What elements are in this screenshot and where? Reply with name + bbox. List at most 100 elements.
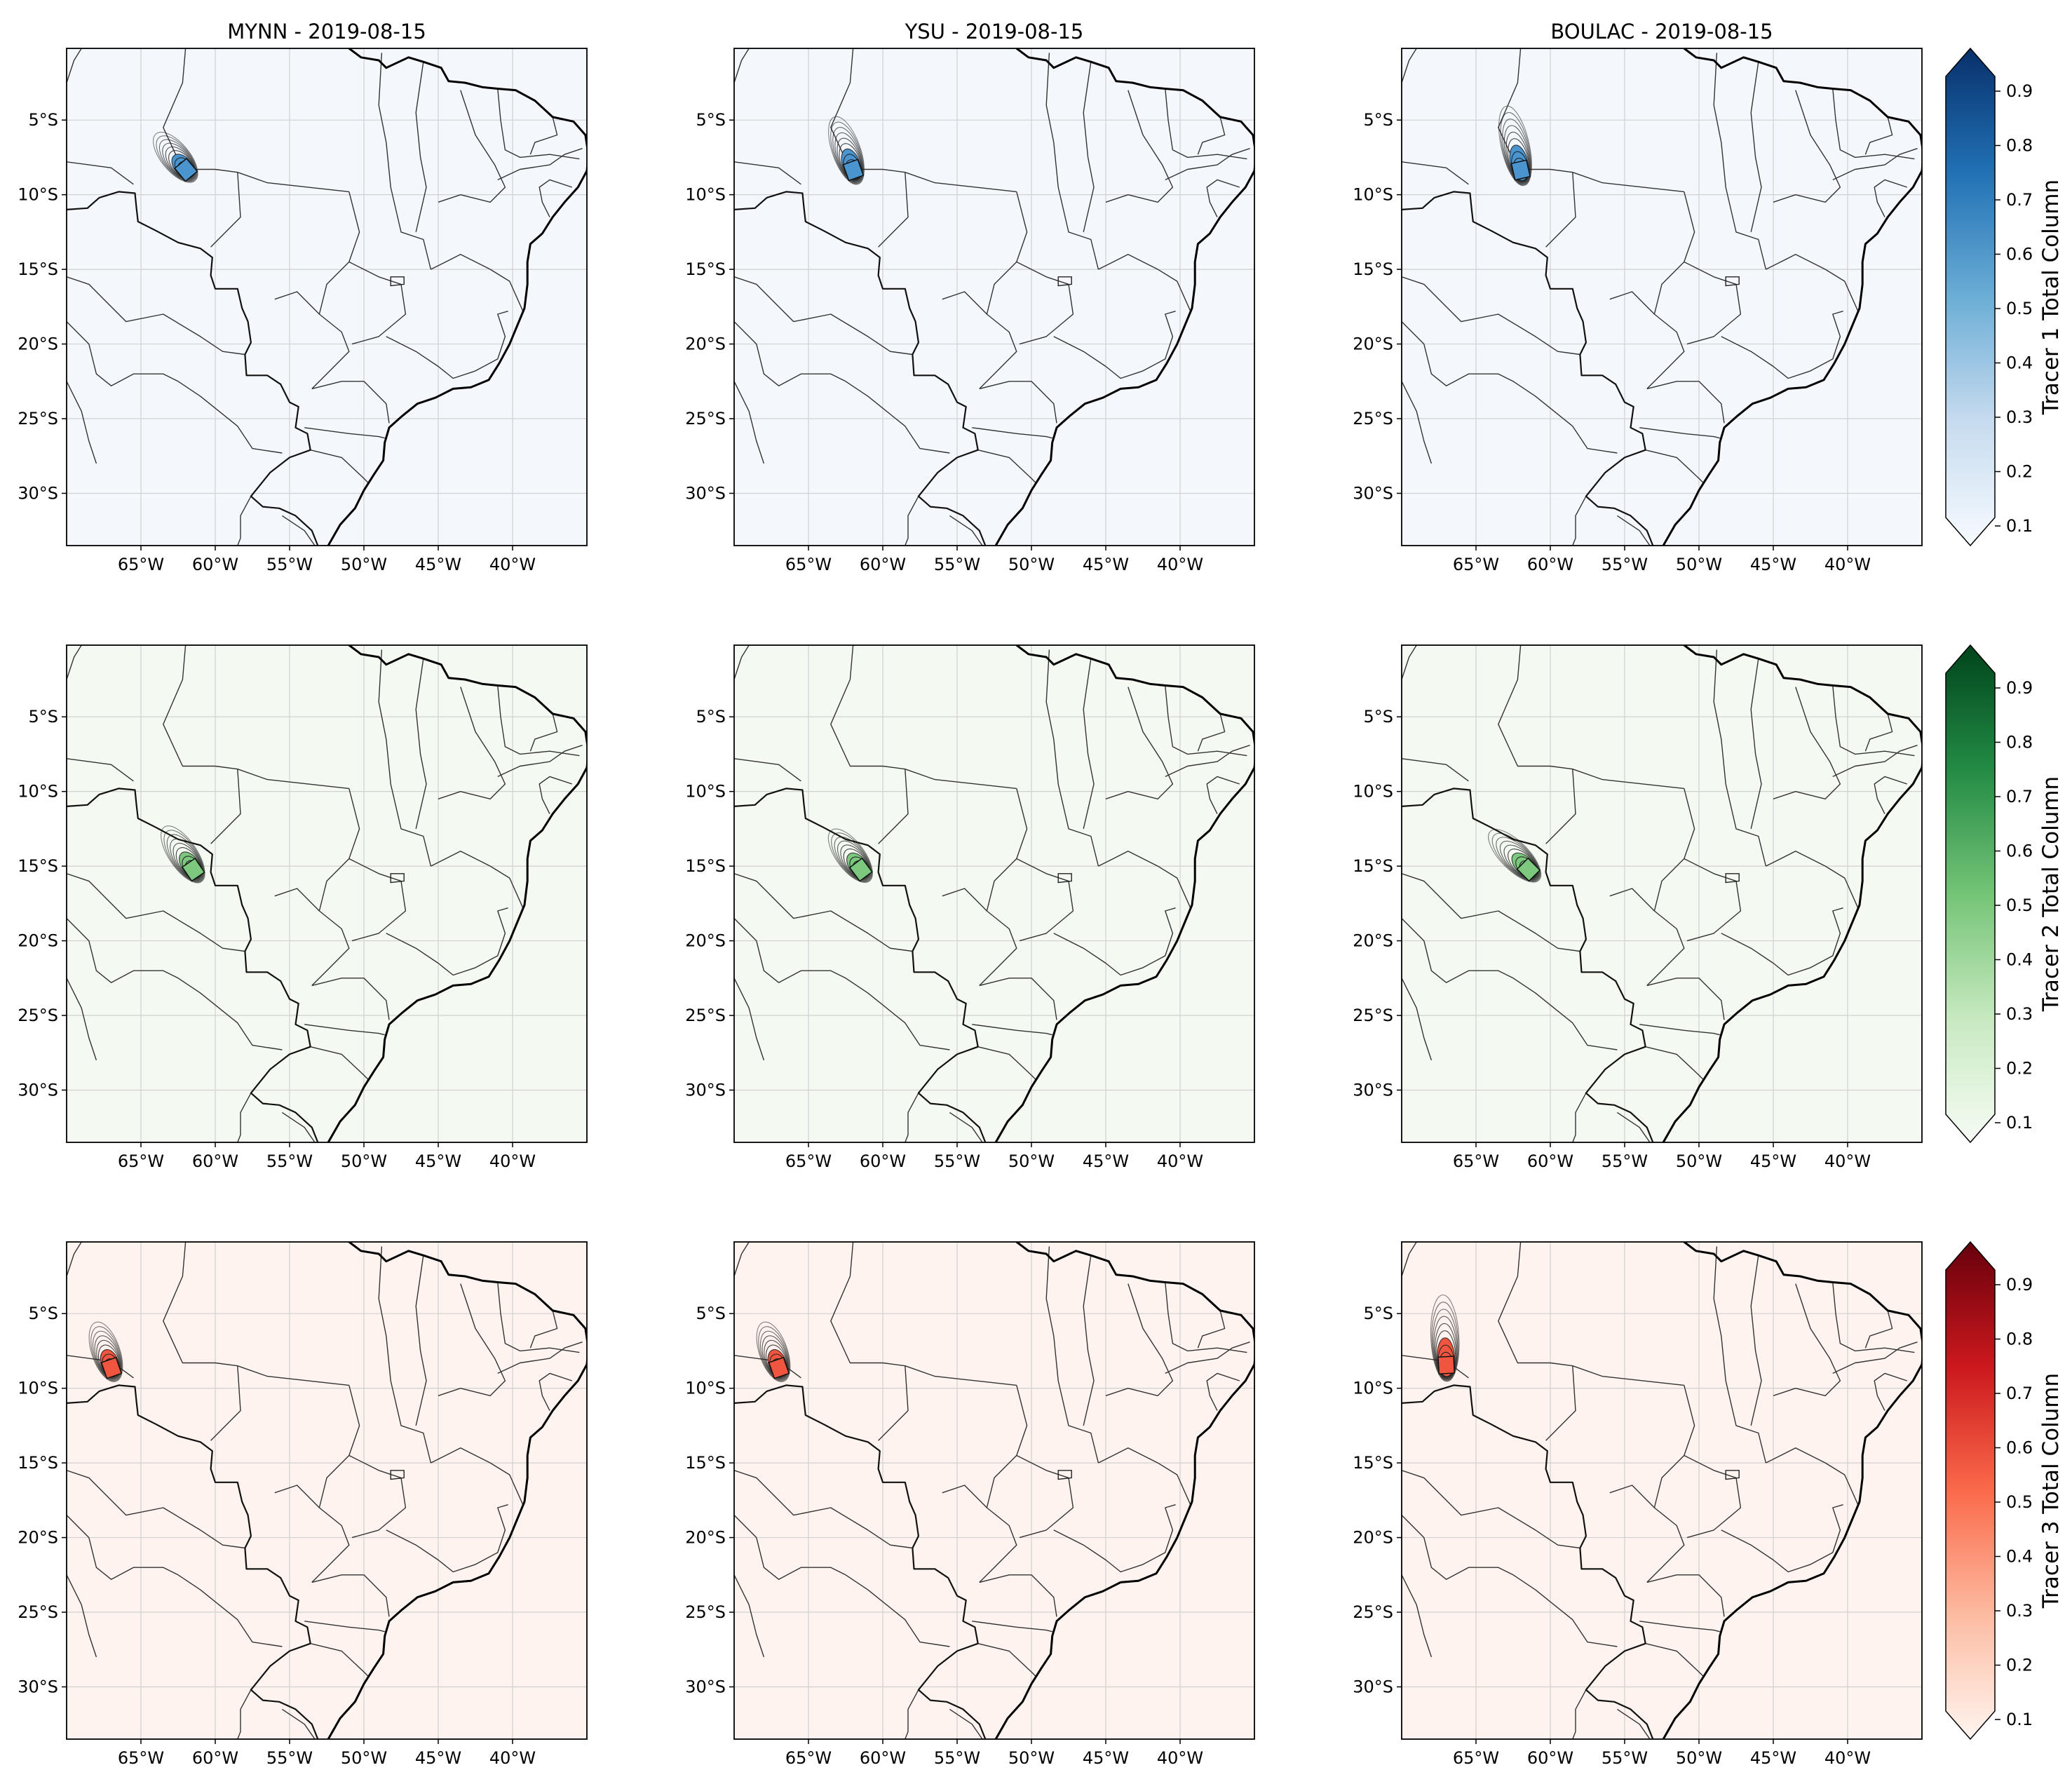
state-border: [539, 776, 573, 814]
colorbar-tick-label: 0.7: [2006, 190, 2033, 210]
country-border: [1402, 788, 1654, 1142]
plume-contour: [761, 1335, 790, 1380]
coastline: [994, 48, 1254, 546]
x-tick-label: 60°W: [192, 555, 238, 574]
x-tick-label: 55°W: [1602, 1748, 1648, 1768]
state-border: [1402, 1470, 1580, 1549]
plume-contour: [839, 143, 862, 182]
colorbar-tick-label: 0.4: [2006, 353, 2033, 373]
state-border: [977, 1643, 1036, 1677]
state-border: [1864, 713, 1893, 752]
x-tick-label: 65°W: [118, 1748, 164, 1768]
colorbar: 0.1 0.2 0.3 0.4 0.5 0.6 0.7 0.8 0.9 Tracer 3 Tota…: [1945, 1241, 2064, 1741]
map-panel: YSU - 2019-08-15 65°W 60°W 55°W 50°W 45°W 40°W…: [685, 20, 1255, 574]
colorbar-tick-label: 0.7: [2006, 1384, 2033, 1403]
plume-contour: [843, 849, 870, 880]
state-border: [1402, 1242, 1417, 1277]
state-border: [378, 53, 432, 270]
x-tick-label: 40°W: [489, 555, 536, 574]
map-background: [67, 48, 587, 546]
country-border: [1402, 191, 1654, 546]
colorbar: 0.1 0.2 0.3 0.4 0.5 0.6 0.7 0.8 0.9 Tracer 2 Tota…: [1945, 644, 2064, 1144]
x-tick-label: 45°W: [1750, 555, 1796, 574]
state-border: [539, 179, 573, 217]
state-border: [1165, 1282, 1247, 1353]
plume-contour: [764, 1339, 789, 1379]
map-frame: [733, 48, 1255, 546]
plume-contour: [1488, 829, 1542, 883]
state-border: [1402, 276, 1580, 356]
state-border: [415, 658, 427, 830]
x-tick-label: 60°W: [860, 555, 906, 574]
state-border: [977, 450, 1036, 484]
colorbar-tick-label: 0.3: [2006, 407, 2033, 427]
plume-core: [1437, 1356, 1456, 1374]
state-border: [274, 888, 320, 912]
y-tick-label: 5°S: [696, 1304, 726, 1323]
state-border: [942, 1485, 987, 1508]
plume-contour: [832, 127, 864, 184]
colorbar-gradient: [1945, 47, 1996, 547]
state-border: [1773, 687, 1841, 799]
x-tick-label: 65°W: [118, 555, 164, 574]
plume-core: [842, 158, 865, 182]
state-border: [1609, 888, 1655, 912]
state-border: [1165, 88, 1247, 160]
state-border: [311, 1574, 390, 1617]
coastline: [994, 1242, 1254, 1739]
y-tick-label: 10°S: [18, 1379, 58, 1398]
map-panel: 65°W 60°W 55°W 50°W 45°W 40°W 5°S 10°S 15°S 20°S 2…: [1353, 1241, 1923, 1768]
colorbar-tick-label: 0.1: [2006, 1710, 2033, 1729]
colorbar-tick-label: 0.7: [2006, 787, 2033, 806]
federal-district-border: [1725, 1470, 1740, 1480]
x-tick-label: 50°W: [1008, 1748, 1055, 1768]
state-border: [310, 450, 369, 484]
state-border: [1083, 1255, 1095, 1426]
plume-contour: [161, 825, 205, 884]
state-border: [311, 978, 390, 1020]
state-border: [1832, 1282, 1915, 1353]
colorbar-tick-label: 0.5: [2006, 299, 2033, 318]
state-border: [1713, 53, 1767, 270]
colorbar-gradient: [1945, 644, 1996, 1144]
y-tick-label: 10°S: [18, 782, 58, 802]
state-border: [304, 1621, 385, 1633]
y-tick-label: 25°S: [1353, 409, 1393, 428]
state-border: [734, 645, 750, 680]
state-border: [1545, 769, 1576, 844]
state-border: [348, 261, 407, 345]
y-tick-label: 25°S: [18, 409, 58, 428]
state-border: [734, 161, 801, 185]
plume-contour: [166, 834, 205, 882]
state-border: [431, 1447, 524, 1505]
y-tick-label: 25°S: [18, 1006, 58, 1025]
state-border: [1750, 62, 1762, 233]
plume-contour: [1500, 112, 1532, 186]
state-border: [386, 907, 508, 976]
y-tick-label: 25°S: [685, 409, 726, 428]
x-tick-label: 60°W: [1527, 1151, 1573, 1171]
state-border: [67, 321, 283, 454]
state-border: [529, 713, 558, 752]
y-tick-label: 30°S: [1353, 1677, 1393, 1696]
state-border: [210, 769, 241, 844]
colorbar-tick-label: 0.4: [2006, 1547, 2033, 1567]
state-border: [1402, 321, 1618, 454]
y-tick-label: 15°S: [685, 259, 726, 279]
y-tick-label: 30°S: [685, 1080, 726, 1100]
y-tick-label: 15°S: [18, 1453, 58, 1473]
state-border: [1053, 907, 1176, 976]
federal-district-border: [1057, 276, 1072, 287]
plume-contour: [837, 840, 872, 881]
x-tick-label: 45°W: [1083, 1151, 1129, 1171]
state-border: [972, 1621, 1052, 1633]
colorbar-tick-label: 0.2: [2006, 1059, 2033, 1079]
coastline: [327, 1242, 587, 1739]
x-tick-label: 45°W: [1750, 1151, 1796, 1171]
state-border: [1684, 858, 1742, 942]
state-border: [1402, 978, 1433, 1061]
y-tick-label: 15°S: [685, 1453, 726, 1473]
colorbar-tick-label: 0.8: [2006, 136, 2033, 156]
plume-contour: [94, 1335, 122, 1380]
state-border: [163, 48, 349, 193]
